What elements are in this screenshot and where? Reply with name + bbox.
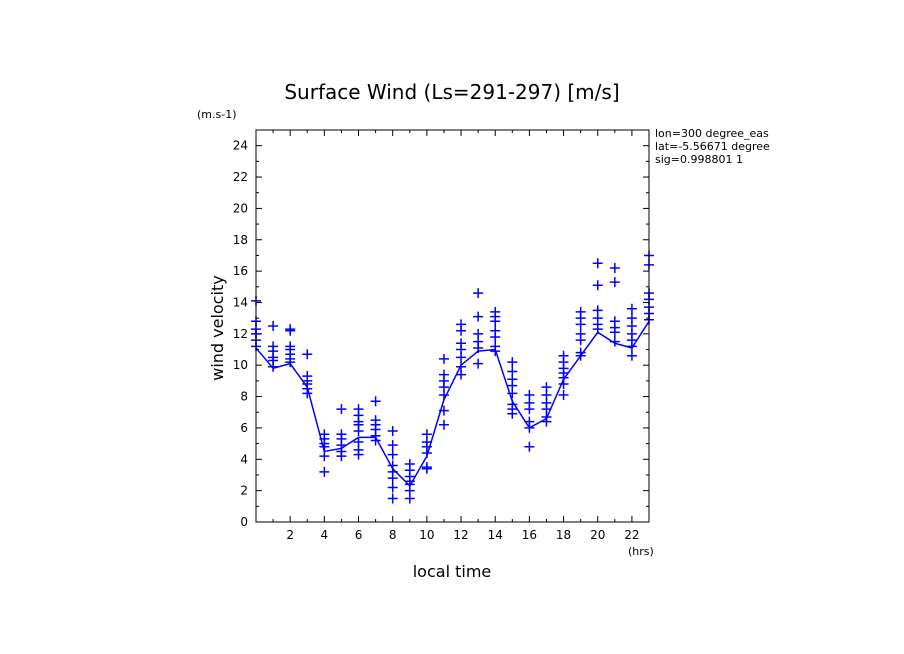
sample-point-71: [421, 463, 432, 474]
sample-point-13: [285, 325, 296, 336]
sample-point-65: [404, 493, 415, 504]
sample-point-72: [438, 353, 449, 364]
sample-point-145: [626, 303, 637, 314]
sample-point-90: [473, 342, 484, 353]
sample-point-50: [370, 435, 381, 446]
sample-point-87: [473, 311, 484, 322]
sample-point-77: [438, 405, 449, 416]
x-tick-label-14: 14: [488, 528, 503, 542]
sample-point-11: [268, 361, 279, 372]
sample-point-6: [268, 321, 279, 331]
sample-point-133: [592, 258, 603, 269]
y-axis-label: wind velocity: [208, 275, 227, 380]
sample-point-144: [609, 336, 620, 347]
x-unit-label: (hrs): [628, 545, 654, 558]
sample-point-139: [609, 262, 620, 273]
x-tick-label-6: 6: [355, 528, 363, 542]
sample-point-52: [387, 440, 398, 451]
sample-point-94: [490, 316, 501, 327]
x-tick-label-16: 16: [522, 528, 537, 542]
sample-point-83: [456, 352, 467, 363]
sample-point-44: [353, 449, 364, 460]
sample-point-80: [456, 325, 467, 336]
y-tick-label-10: 10: [233, 358, 248, 372]
sample-point-86: [473, 288, 484, 299]
sample-point-112: [524, 441, 535, 452]
sample-point-130: [575, 335, 586, 346]
sample-point-106: [507, 408, 518, 419]
sample-point-124: [558, 379, 569, 390]
sample-point-58: [387, 493, 398, 504]
sample-point-45: [370, 396, 381, 407]
sample-point-111: [524, 422, 535, 433]
x-tick-label-22: 22: [624, 528, 639, 542]
x-tick-label-10: 10: [419, 528, 434, 542]
mean-line: [255, 320, 650, 488]
sample-point-85: [456, 369, 467, 380]
y-tick-label-4: 4: [240, 452, 248, 466]
annotation-line-1: lat=-5.56671 degree: [655, 140, 770, 153]
sample-point-103: [507, 388, 518, 399]
sample-point-125: [558, 389, 569, 400]
sample-point-134: [592, 280, 603, 291]
sample-point-109: [524, 404, 535, 415]
sample-point-51: [387, 426, 398, 437]
y-tick-label-8: 8: [240, 390, 248, 404]
annotation-line-2: sig=0.998801 1: [655, 153, 743, 166]
sample-point-41: [353, 426, 364, 437]
sample-point-24: [302, 388, 313, 399]
y-tick-label-18: 18: [233, 233, 248, 247]
y-tick-label-6: 6: [240, 421, 248, 435]
sample-point-53: [387, 449, 398, 460]
x-tick-label-20: 20: [590, 528, 605, 542]
sample-point-76: [438, 389, 449, 400]
sample-point-138: [592, 324, 603, 335]
sample-point-36: [336, 451, 347, 462]
y-tick-label-24: 24: [233, 139, 248, 153]
sample-point-99: [507, 357, 518, 368]
sample-point-28: [319, 441, 330, 452]
y-unit-label: (m.s-1): [197, 108, 237, 121]
x-tick-label-18: 18: [556, 528, 571, 542]
x-ticks: 2 4 6 8 10 12 14 16 18 20 22: [272, 130, 640, 542]
y-tick-label-22: 22: [233, 170, 248, 184]
sample-point-151: [626, 350, 637, 361]
x-tick-label-4: 4: [321, 528, 329, 542]
x-tick-label-8: 8: [389, 528, 397, 542]
sample-point-69: [421, 448, 432, 459]
x-tick-label-2: 2: [286, 528, 294, 542]
sample-point-91: [473, 358, 484, 369]
sample-point-29: [319, 451, 330, 462]
y-tick-label-20: 20: [233, 201, 248, 215]
y-tick-label-16: 16: [233, 264, 248, 278]
y-tick-label-14: 14: [233, 295, 248, 309]
chart-title: Surface Wind (Ls=291-297) [m/s]: [284, 80, 619, 104]
sample-point-143: [609, 327, 620, 338]
sample-point-78: [438, 419, 449, 430]
annotation-line-0: lon=300 degree_eas: [655, 127, 769, 140]
sample-point-56: [387, 473, 398, 484]
sample-point-19: [302, 349, 313, 360]
x-tick-label-12: 12: [453, 528, 468, 542]
y-tick-label-12: 12: [233, 327, 248, 341]
sample-point-30: [319, 466, 330, 477]
sample-point-57: [387, 482, 398, 493]
sample-point-96: [490, 331, 501, 342]
sample-point-128: [575, 319, 586, 330]
sample-point-140: [609, 277, 620, 288]
sample-point-18: [285, 357, 296, 368]
plot-frame: [255, 129, 650, 523]
sample-point-150: [626, 341, 637, 352]
y-tick-label-2: 2: [240, 484, 248, 498]
sample-point-132: [575, 350, 586, 361]
x-axis-label: local time: [413, 562, 492, 581]
y-tick-label-0: 0: [240, 515, 248, 529]
sample-point-98: [490, 346, 501, 357]
sample-point-31: [336, 404, 347, 415]
sample-point-118: [541, 416, 552, 427]
data-marks: [251, 250, 654, 504]
